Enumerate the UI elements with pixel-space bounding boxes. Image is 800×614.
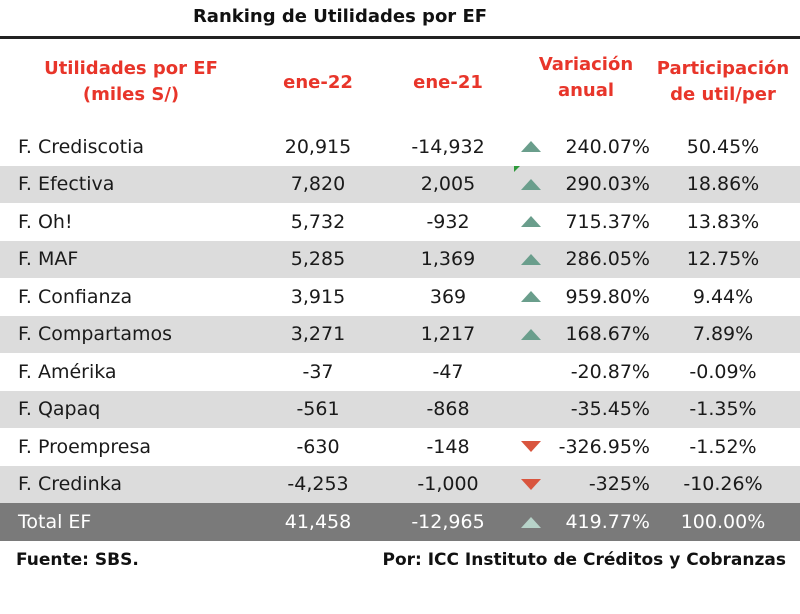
header-participacion: Participación de util/per — [650, 56, 796, 108]
up-icon — [521, 253, 541, 265]
row-variacion: -326.95% — [558, 435, 650, 458]
header-variacion-line2: anual — [557, 80, 615, 101]
row-ene-21: -868 — [426, 398, 470, 421]
up-icon — [521, 291, 541, 303]
up-icon — [521, 216, 541, 228]
header-variacion-line1: Variación — [538, 54, 634, 75]
row-ene-21: 1,217 — [420, 323, 476, 346]
row-participacion: 13.83% — [686, 210, 760, 233]
row-ene-21: -148 — [426, 435, 470, 458]
row-ene-22: 7,820 — [290, 173, 346, 196]
row-ene-21: -14,932 — [411, 135, 485, 158]
row-participacion: 7.89% — [692, 323, 754, 346]
row-ene-21: 1,369 — [420, 248, 476, 271]
table-row: F. Credinka -4,253 -1,000 -325% -10.26% — [0, 465, 800, 503]
table-row: F. Qapaq -561 -868 -35.45% -1.35% — [0, 390, 800, 428]
up-icon — [521, 516, 541, 528]
row-ene-22: 3,271 — [290, 323, 346, 346]
up-icon — [521, 328, 541, 340]
row-variacion: 715.37% — [565, 210, 650, 233]
row-ene-22: -37 — [302, 360, 334, 383]
total-row: Total EF 41,458 -12,965 419.77% 100.00% — [0, 503, 800, 541]
row-ene-22: 5,285 — [290, 248, 346, 271]
table-row: F. Proempresa -630 -148 -326.95% -1.52% — [0, 428, 800, 466]
row-name: F. Confianza — [18, 285, 133, 308]
credit-note: Por: ICC Instituto de Créditos y Cobranz… — [382, 550, 786, 570]
row-name: F. MAF — [18, 248, 79, 271]
row-participacion: -0.09% — [689, 360, 757, 383]
top-divider — [0, 36, 800, 39]
header-utilidades-line1: Utilidades por EF — [44, 58, 218, 79]
row-name: F. Compartamos — [18, 323, 172, 346]
row-participacion: -10.26% — [683, 473, 763, 496]
row-name: F. Proempresa — [18, 435, 151, 458]
row-participacion: 18.86% — [686, 173, 760, 196]
row-ene-21: 369 — [429, 285, 467, 308]
up-icon — [521, 141, 541, 153]
row-name: F. Amérika — [18, 360, 117, 383]
row-name: F. Oh! — [18, 210, 73, 233]
table-row: F. Confianza 3,915 369 959.80% 9.44% — [0, 278, 800, 316]
header-utilidades-line2: (miles S/) — [82, 84, 180, 105]
table-row: F. Compartamos 3,271 1,217 168.67% 7.89% — [0, 315, 800, 353]
table-row: F. MAF 5,285 1,369 286.05% 12.75% — [0, 240, 800, 278]
total-participacion: 100.00% — [680, 511, 766, 533]
up-icon — [521, 178, 541, 190]
row-participacion: 9.44% — [692, 285, 754, 308]
table-row: F. Efectiva 7,820 2,005 290.03% 18.86% — [0, 165, 800, 203]
corner-flag-icon — [514, 165, 520, 172]
row-ene-22: 20,915 — [284, 135, 352, 158]
down-icon — [521, 441, 541, 453]
row-name: F. Crediscotia — [18, 135, 144, 158]
row-ene-21: 2,005 — [420, 173, 476, 196]
table-row: F. Oh! 5,732 -932 715.37% 13.83% — [0, 203, 800, 241]
total-ene-22: 41,458 — [284, 511, 352, 533]
source-note: Fuente: SBS. — [16, 550, 139, 570]
row-participacion: -1.52% — [689, 435, 757, 458]
table-header: Utilidades por EF (miles S/) ene-22 ene-… — [0, 42, 800, 124]
table-row: F. Amérika -37 -47 -20.87% -0.09% — [0, 353, 800, 391]
row-name: F. Credinka — [18, 473, 122, 496]
row-name: F. Qapaq — [18, 398, 101, 421]
row-ene-22: 5,732 — [290, 210, 346, 233]
row-participacion: 12.75% — [686, 248, 760, 271]
row-variacion: 290.03% — [565, 173, 650, 196]
header-ene-21: ene-21 — [413, 72, 483, 93]
header-variacion: Variación anual — [522, 52, 650, 104]
row-participacion: 50.45% — [686, 135, 760, 158]
row-name: F. Efectiva — [18, 173, 115, 196]
total-ene-21: -12,965 — [411, 511, 485, 533]
row-variacion: -325% — [588, 473, 650, 496]
header-participacion-line1: Participación — [656, 58, 790, 79]
row-participacion: -1.35% — [689, 398, 757, 421]
row-variacion: 240.07% — [565, 135, 650, 158]
row-ene-21: -47 — [432, 360, 464, 383]
header-ene-22: ene-22 — [283, 72, 353, 93]
row-variacion: -35.45% — [570, 398, 650, 421]
row-variacion: 959.80% — [565, 285, 650, 308]
down-icon — [521, 478, 541, 490]
row-variacion: 286.05% — [565, 248, 650, 271]
total-name: Total EF — [18, 511, 92, 533]
header-participacion-line2: de util/per — [670, 84, 776, 105]
row-ene-22: 3,915 — [290, 285, 346, 308]
header-utilidades: Utilidades por EF (miles S/) — [20, 56, 242, 108]
row-variacion: -20.87% — [570, 360, 650, 383]
row-ene-22: -630 — [296, 435, 340, 458]
total-variacion: 419.77% — [565, 511, 650, 533]
row-ene-22: -561 — [296, 398, 340, 421]
row-ene-21: -932 — [426, 210, 470, 233]
row-ene-22: -4,253 — [287, 473, 349, 496]
table-body: F. Crediscotia 20,915 -14,932 240.07% 50… — [0, 128, 800, 541]
table-title: Ranking de Utilidades por EF — [192, 6, 488, 27]
table-row: F. Crediscotia 20,915 -14,932 240.07% 50… — [0, 128, 800, 166]
row-ene-21: -1,000 — [417, 473, 479, 496]
row-variacion: 168.67% — [565, 323, 650, 346]
